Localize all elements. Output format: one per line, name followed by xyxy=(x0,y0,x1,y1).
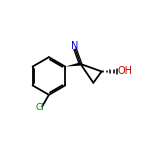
Text: N: N xyxy=(71,41,79,51)
Text: Cl: Cl xyxy=(36,103,45,112)
Polygon shape xyxy=(65,62,81,67)
Text: OH: OH xyxy=(117,66,132,76)
